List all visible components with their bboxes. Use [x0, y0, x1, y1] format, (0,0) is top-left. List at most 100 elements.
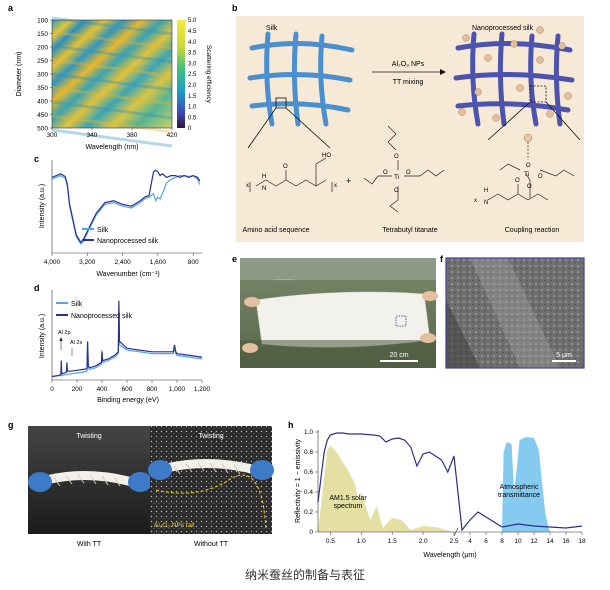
reflectivity-y-label: Reflectivity = 1 − emissivity [295, 438, 302, 523]
reflectivity-x-tick-label: 1.0 [357, 538, 366, 545]
ftir-x-tick-label: 2,400 [114, 259, 131, 266]
panel-letter-b: b [232, 3, 238, 13]
heatmap-band [51, 128, 173, 148]
chem-h1: H [262, 174, 266, 180]
panel-d: d 0 200 400 600 800 1,000 1,200 Binding energy… [34, 283, 211, 404]
chem-x3: x [474, 198, 477, 204]
heatmap-y-tick-label: 100 [37, 17, 48, 24]
panel-g: g Twisting Twisting Al₂O₃ NPs fall With … [8, 420, 274, 548]
reflectivity-y-tick-label: 0.4 [304, 489, 313, 496]
colorbar-tick-label: 3.5 [188, 51, 197, 57]
ftir-series [51, 169, 201, 245]
panel-letter-d: d [34, 283, 40, 293]
colorbar-tick-label: 1.5 [188, 94, 197, 100]
reflectivity-x-tick-label: 8 [500, 538, 504, 545]
xps-x-label: Binding energy (eV) [97, 397, 159, 404]
colorbar-tick-label: 1.0 [188, 105, 197, 111]
coupling-structure [487, 142, 575, 201]
reflectivity-y-tick-label: 0 [309, 529, 313, 536]
xps-x-tick-label: 1,000 [169, 386, 186, 393]
xps-x-tick-label: 0 [50, 386, 54, 393]
xps-x-tick-label: 400 [97, 386, 108, 393]
photo-without-tt [150, 426, 272, 534]
silk-label: Silk [266, 25, 278, 32]
caption-without-tt: Without TT [194, 541, 229, 548]
chem-o1: O [283, 164, 288, 170]
reflectivity-y-tick-label: 1.0 [304, 429, 313, 436]
series-line-1 [51, 300, 203, 378]
nanoparticle [462, 34, 470, 42]
reflectivity-x-tick-label: 16 [562, 538, 570, 545]
arrow-bottom-label: TT mixing [393, 79, 424, 86]
colorbar-tick-label: 2.0 [188, 83, 197, 89]
xps-x-tick-label: 800 [147, 386, 158, 393]
nanoparticle [516, 84, 524, 92]
caption-with-tt: With TT [77, 541, 102, 548]
panel-letter-f: f [440, 254, 444, 264]
sem-scale-label: 5 μm [556, 352, 572, 359]
chem-o3: O [406, 170, 411, 176]
arrow-top-label: Al₂O₃ NPs [392, 61, 425, 68]
heatmap-y-label: Diameter (nm) [16, 52, 23, 97]
reflectivity-x-tick-label: 4 [468, 538, 472, 545]
panel-f: f 5 μm [440, 254, 585, 369]
colorbar-label: Scattering efficiency [205, 45, 212, 104]
panel-c: c 4,000 3,200 2,400 1,600 800 Wavenumber (cm… [34, 154, 202, 278]
heatmap-band [51, 72, 173, 92]
reflectivity-y-tick-label: 0.6 [304, 469, 313, 476]
heatmap-y-tick-label: 450 [37, 112, 48, 119]
chem-ti2: Ti [524, 171, 529, 178]
xps-series [51, 300, 203, 378]
panel-e: e 20 cm [232, 254, 438, 368]
panel-letter-e: e [232, 254, 237, 264]
caption-amino-acid: Amino acid sequence [243, 227, 310, 234]
nanoparticle [536, 56, 544, 64]
heatmap-y-tick-label: 250 [37, 58, 48, 65]
ftir-x-label: Wavenumber (cm⁻¹) [96, 271, 159, 278]
chem-n1: N [262, 186, 266, 192]
heatmap-y-tick-label: 300 [37, 71, 48, 78]
al2o3-nanoparticles [458, 26, 572, 122]
plus-sign: + [346, 176, 351, 186]
nanoparticle [458, 108, 466, 116]
heatmap-band [51, 30, 173, 50]
nanoprocessed-silk-label: Nanoprocessed silk [472, 25, 534, 32]
chem-o4: O [383, 170, 388, 176]
heatmap-y-tick-label: 200 [37, 44, 48, 51]
heatmap-y-tick-label: 350 [37, 85, 48, 92]
colorbar [177, 20, 185, 128]
panel-h: h 0 0.2 0.4 0.6 0.8 1.0 0.5 1.0 1.5 2.0 2.5 4 6 8 10 1… [288, 420, 586, 559]
reflectivity-x-tick-label: 18 [578, 538, 586, 545]
nanoparticle [564, 92, 572, 100]
heatmap-x-tick-label: 380 [127, 132, 138, 139]
heatmap-x-tick-label: 420 [167, 132, 178, 139]
xps-legend-silk: Silk [71, 301, 83, 308]
solar-spectrum-area [318, 446, 454, 532]
chem-o9: O [527, 184, 532, 190]
colorbar-tick-label: 3.0 [188, 61, 197, 67]
heatmap-x-ticks: 300 340 380 420 [47, 128, 178, 139]
series-line-0 [51, 309, 203, 378]
nanoparticle [536, 26, 544, 34]
nanoparticle [484, 54, 492, 62]
heatmap-area [52, 20, 172, 128]
heatmap-band [51, 44, 173, 64]
ftir-legend-silk: Silk [97, 227, 109, 234]
heatmap-band [51, 86, 173, 106]
series-line-1 [51, 169, 201, 244]
heatmap-y-tick-label: 150 [37, 31, 48, 38]
heatmap-band [51, 58, 173, 78]
heatmap-band [51, 114, 173, 134]
chem-n2: N [484, 200, 488, 206]
chem-ti1: Ti [394, 174, 399, 181]
colorbar-tick-label: 4.5 [188, 29, 197, 35]
xps-x-tick-label: 600 [122, 386, 133, 393]
chem-x1: x [246, 183, 249, 189]
ftir-x-ticks: 4,000 3,200 2,400 1,600 800 [44, 253, 199, 266]
chem-h2: H [484, 188, 488, 194]
panel-letter-c: c [34, 154, 39, 164]
ftir-x-tick-label: 1,600 [150, 259, 167, 266]
chem-o8: O [515, 178, 520, 184]
reflectivity-x-tick-label: 0.5 [326, 538, 335, 545]
